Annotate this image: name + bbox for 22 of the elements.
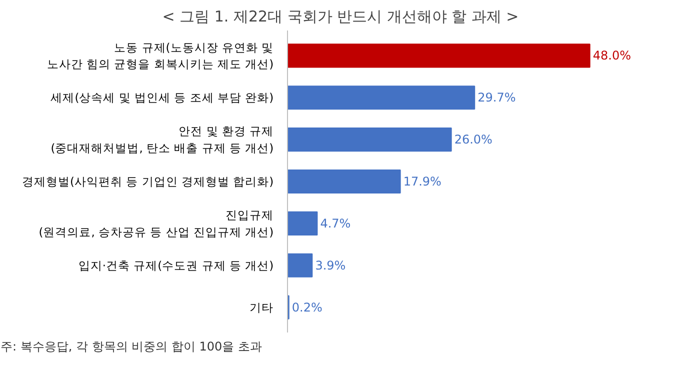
data-label: 48.0% — [592, 48, 631, 63]
bar — [287, 86, 476, 110]
chart-title: < 그림 1. 제22대 국회가 반드시 개선해야 할 과제 > — [162, 8, 519, 26]
y-tick-label: 진입규제 (원격의료, 승차공유 등 산업 진입규제 개선) — [38, 208, 274, 239]
y-tick-label: 노동 규제(노동시장 유연화 및 노사간 힘의 균형을 회복시키는 제도 개선) — [46, 40, 274, 72]
y-tick-label: 세제(상속세 및 법인세 등 조세 부담 완화) — [50, 90, 274, 105]
data-label: 26.0% — [454, 132, 492, 147]
bar — [287, 128, 452, 152]
bar — [287, 211, 318, 236]
data-label: 29.7% — [478, 90, 516, 105]
data-label: 4.7% — [320, 216, 351, 230]
bar — [287, 44, 590, 68]
bar — [287, 253, 313, 278]
data-label: 3.9% — [315, 258, 346, 272]
data-label: 17.9% — [403, 174, 442, 188]
text: 주: 복수응답, 각 항목의 비중의 합이 100을 초과 — [0, 340, 262, 354]
y-tick-label: 기타 — [250, 300, 274, 314]
bar — [287, 169, 401, 194]
y-tick-label: 경제형벌(사익편취 등 기업인 경제형벌 합리화) — [22, 174, 274, 188]
y-tick-label: 입지·건축 규제(수도권 규제 등 개선) — [78, 258, 274, 272]
data-label: 0.2% — [292, 300, 322, 314]
y-tick-label: 안전 및 환경 규제 (중대재해처벌법, 탄소 배출 규제 등 개선) — [50, 124, 274, 155]
